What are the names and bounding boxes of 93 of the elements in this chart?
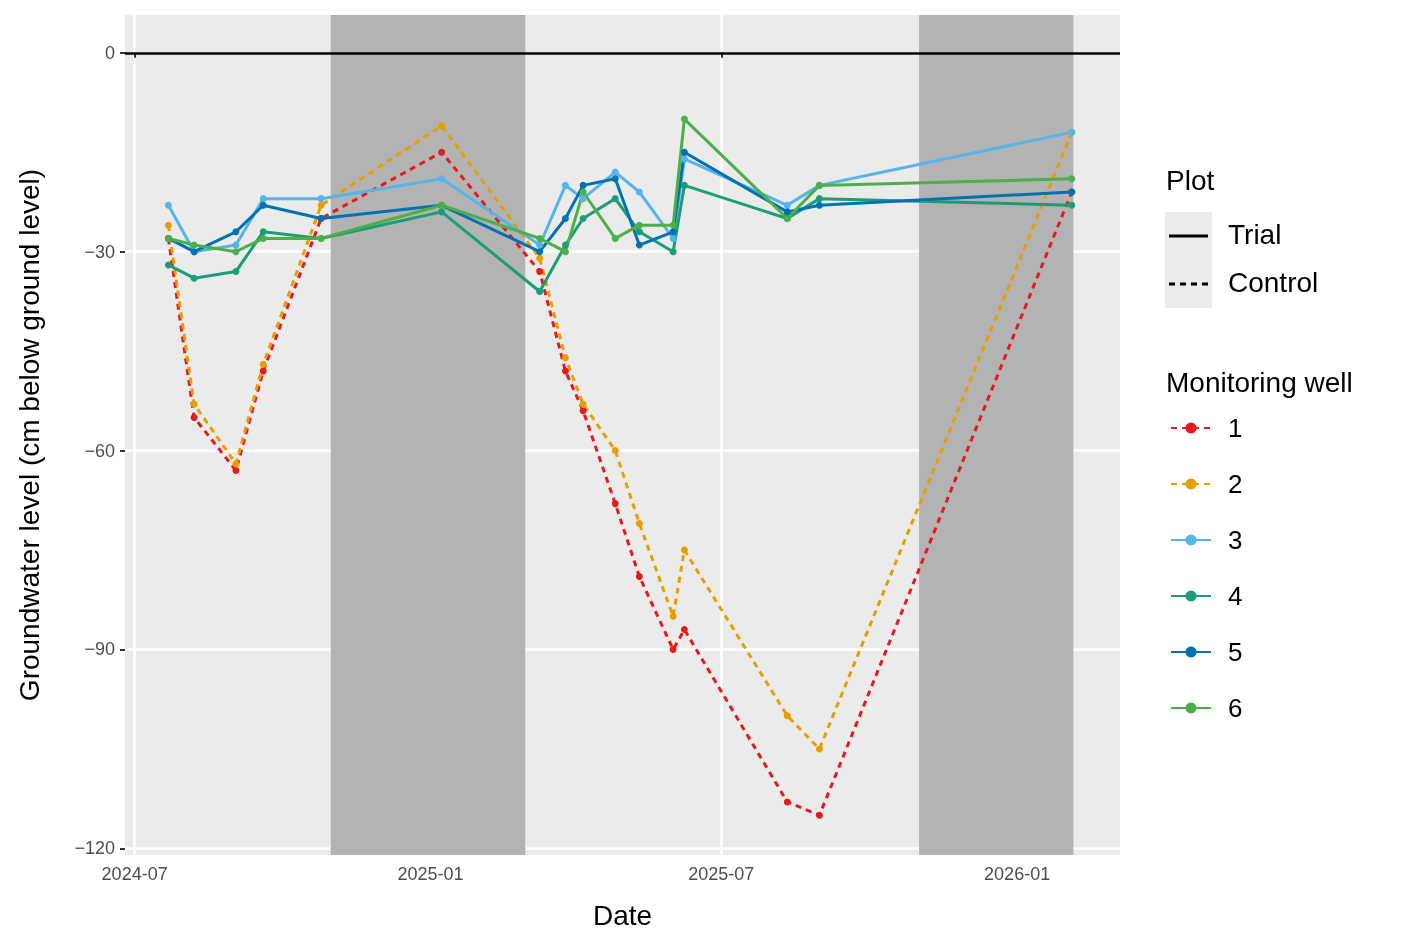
point xyxy=(815,201,823,209)
point xyxy=(561,248,569,256)
point xyxy=(611,447,619,455)
point xyxy=(259,201,267,209)
point xyxy=(669,248,677,256)
legend-label: 2 xyxy=(1228,469,1243,499)
point xyxy=(561,181,569,189)
text: Trial xyxy=(1228,218,1282,250)
point xyxy=(611,195,619,203)
point xyxy=(680,155,688,163)
legend-label: 4 xyxy=(1228,581,1243,611)
point xyxy=(611,500,619,508)
point xyxy=(259,228,267,236)
point xyxy=(536,234,544,242)
point xyxy=(579,195,587,203)
point xyxy=(783,712,791,720)
point xyxy=(259,367,267,375)
point xyxy=(783,798,791,806)
point xyxy=(680,546,688,554)
point xyxy=(232,466,240,474)
point xyxy=(438,208,446,216)
point xyxy=(164,261,172,269)
point xyxy=(783,201,791,209)
x-tick-label: 2025-01 xyxy=(397,864,464,884)
point xyxy=(317,201,325,209)
point xyxy=(669,612,677,620)
point xyxy=(680,115,688,123)
point xyxy=(815,811,823,819)
legend-label: 6 xyxy=(1228,693,1243,723)
point xyxy=(232,460,240,468)
point xyxy=(438,122,446,130)
point xyxy=(561,354,569,362)
point xyxy=(1068,175,1076,183)
point xyxy=(579,215,587,223)
point xyxy=(536,268,544,276)
point xyxy=(259,360,267,368)
point xyxy=(1068,201,1076,209)
point xyxy=(635,228,643,236)
point xyxy=(438,148,446,156)
point xyxy=(669,221,677,229)
point xyxy=(536,287,544,295)
point xyxy=(579,181,587,189)
point xyxy=(190,400,198,408)
point xyxy=(783,208,791,216)
point xyxy=(669,645,677,653)
y-axis-title: Groundwater level (cm below ground level) xyxy=(13,168,45,702)
point xyxy=(579,400,587,408)
point xyxy=(635,573,643,581)
legend-label: 5 xyxy=(1228,637,1243,667)
point xyxy=(164,221,172,229)
point xyxy=(536,254,544,262)
y-tick-label: −90 xyxy=(84,639,115,660)
legend-title: Monitoring well xyxy=(1166,366,1353,398)
legend-label: 3 xyxy=(1228,525,1243,555)
point xyxy=(680,626,688,634)
point xyxy=(536,248,544,256)
y-tick-label: −120 xyxy=(74,838,115,859)
point xyxy=(317,195,325,203)
y-tick-label: 0 xyxy=(104,42,115,63)
point xyxy=(611,234,619,242)
point xyxy=(680,181,688,189)
point xyxy=(635,221,643,229)
legend-label: 1 xyxy=(1228,413,1243,443)
point xyxy=(561,241,569,249)
y-tick-label: −30 xyxy=(84,241,115,262)
point xyxy=(815,745,823,753)
point xyxy=(680,148,688,156)
x-axis-title: Date xyxy=(592,899,653,931)
point xyxy=(232,228,240,236)
point xyxy=(259,195,267,203)
x-tick-label: 2024-07 xyxy=(101,864,168,884)
point xyxy=(561,215,569,223)
point xyxy=(669,234,677,242)
text: Control xyxy=(1228,266,1319,298)
point xyxy=(164,201,172,209)
point xyxy=(232,248,240,256)
point xyxy=(259,234,267,242)
x-tick-label: 2026-01 xyxy=(984,864,1051,884)
point xyxy=(190,274,198,282)
point xyxy=(815,195,823,203)
point xyxy=(536,241,544,249)
text: Plot xyxy=(1166,164,1215,196)
point xyxy=(635,188,643,196)
point xyxy=(635,241,643,249)
point xyxy=(635,520,643,528)
point xyxy=(611,168,619,176)
point xyxy=(611,175,619,183)
point xyxy=(190,413,198,421)
x-tick-label: 2025-07 xyxy=(688,864,755,884)
point xyxy=(561,367,569,375)
y-tick-label: −60 xyxy=(84,440,115,461)
point xyxy=(438,175,446,183)
point xyxy=(232,268,240,276)
